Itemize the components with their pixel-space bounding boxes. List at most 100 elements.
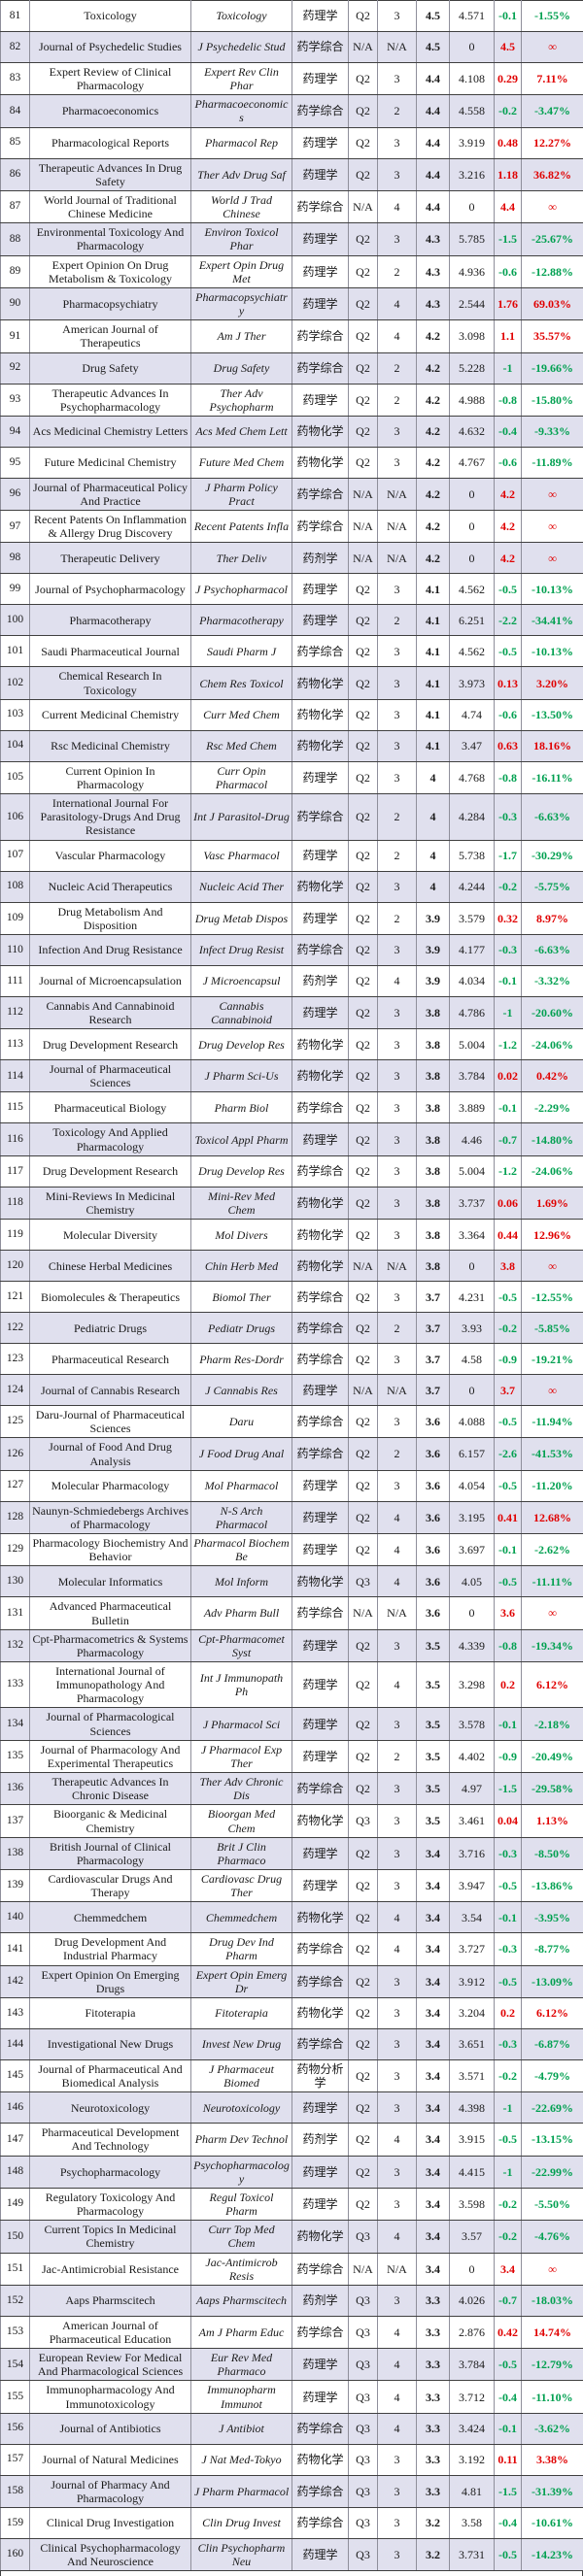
delta-pct-cell: -41.53% <box>522 1438 583 1470</box>
category-cell: 药学综合 <box>292 1282 349 1313</box>
journal-abbr-cell: Ther Adv Chronic Dis <box>191 1773 292 1805</box>
category-cell: 药物化学 <box>292 730 349 761</box>
category-cell: 药理学 <box>292 2156 349 2188</box>
journal-abbr-cell: Pharm Biol <box>191 1092 292 1123</box>
delta-cell: -0.6 <box>495 447 522 478</box>
journal-abbr-cell: Int J Parasitol-Drug <box>191 794 292 840</box>
score-cell: 3.5 <box>417 1773 450 1805</box>
delta-pct-cell: ∞ <box>522 511 583 543</box>
rank-cell: 147 <box>1 2124 30 2156</box>
category-cell: 药理学 <box>292 2349 349 2381</box>
quartile-cell: Q2 <box>349 574 378 605</box>
journal-name-cell: Immunopharmacology And Immunotoxicology <box>30 2381 191 2413</box>
delta-pct-cell: -6.87% <box>522 2028 583 2059</box>
journal-abbr-cell: Chemmedchem <box>191 1902 292 1933</box>
delta-pct-cell: -14.80% <box>522 1123 583 1155</box>
journal-abbr-cell: Am J Ther <box>191 320 292 352</box>
tier-cell: 2 <box>378 255 417 287</box>
delta-pct-cell: 7.11% <box>522 63 583 95</box>
quartile-cell: Q2 <box>349 1534 378 1566</box>
category-cell: 药学综合 <box>292 320 349 352</box>
quartile-cell: N/A <box>349 32 378 63</box>
quartile-cell: Q2 <box>349 416 378 447</box>
journal-abbr-cell: Am J Pharm Educ <box>191 2316 292 2348</box>
quartile-cell: Q2 <box>349 223 378 255</box>
tier-cell: 4 <box>378 190 417 222</box>
clipped-next-row <box>0 2571 583 2576</box>
delta-pct-cell: -13.86% <box>522 1870 583 1902</box>
delta-pct-cell: -13.09% <box>522 1965 583 1997</box>
score-cell: 3.8 <box>417 1123 450 1155</box>
delta-pct-cell: 1.13% <box>522 1805 583 1837</box>
tier-cell: N/A <box>378 511 417 543</box>
rank-cell: 89 <box>1 255 30 287</box>
delta-pct-cell: -3.32% <box>522 965 583 996</box>
delta-pct-cell: -24.06% <box>522 1155 583 1187</box>
score-cell: 4.2 <box>417 352 450 384</box>
journal-abbr-cell: Pharm Res-Dordr <box>191 1344 292 1375</box>
quartile-cell: Q2 <box>349 2092 378 2124</box>
delta-cell: -0.5 <box>495 1566 522 1597</box>
delta-cell: -2.2 <box>495 605 522 636</box>
prev-score-cell: 3.93 <box>450 1313 495 1344</box>
delta-cell: 3.4 <box>495 2253 522 2285</box>
delta-cell: 1.76 <box>495 287 522 319</box>
journal-abbr-cell: World J Trad Chinese <box>191 190 292 222</box>
tier-cell: 3 <box>378 1470 417 1501</box>
journal-name-cell: Pharmacology Biochemistry And Behavior <box>30 1534 191 1566</box>
rank-cell: 129 <box>1 1534 30 1566</box>
prev-score-cell: 3.54 <box>450 1902 495 1933</box>
journal-abbr-cell: Clin Drug Invest <box>191 2508 292 2539</box>
score-cell: 4.4 <box>417 63 450 95</box>
journal-name-cell: Mini-Reviews In Medicinal Chemistry <box>30 1187 191 1219</box>
score-cell: 4.1 <box>417 574 450 605</box>
rank-cell: 97 <box>1 511 30 543</box>
category-cell: 药物化学 <box>292 447 349 478</box>
delta-pct-cell: -5.50% <box>522 2188 583 2220</box>
quartile-cell: Q3 <box>349 2285 378 2316</box>
category-cell: 药理学 <box>292 1740 349 1772</box>
journal-name-cell: Pharmacopsychiatry <box>30 287 191 319</box>
delta-pct-cell: ∞ <box>522 2253 583 2285</box>
journal-name-cell: Journal of Pharmacology And Experimental… <box>30 1740 191 1772</box>
journal-name-cell: Investigational New Drugs <box>30 2028 191 2059</box>
quartile-cell: Q3 <box>349 2413 378 2444</box>
journal-abbr-cell: Saudi Pharm J <box>191 636 292 667</box>
quartile-cell: Q3 <box>349 2221 378 2253</box>
delta-pct-cell: -4.76% <box>522 2221 583 2253</box>
tier-cell: 3 <box>378 1406 417 1438</box>
score-cell: 3.4 <box>417 2028 450 2059</box>
quartile-cell: Q2 <box>349 1313 378 1344</box>
tier-cell: 3 <box>378 1870 417 1902</box>
journal-name-cell: Psychopharmacology <box>30 2156 191 2188</box>
delta-cell: -0.2 <box>495 871 522 902</box>
rank-cell: 146 <box>1 2092 30 2124</box>
tier-cell: 3 <box>378 1837 417 1869</box>
tier-cell: 4 <box>378 2124 417 2156</box>
score-cell: 3.8 <box>417 1155 450 1187</box>
score-cell: 3.4 <box>417 2092 450 2124</box>
delta-cell: 0.11 <box>495 2444 522 2475</box>
prev-score-cell: 3.651 <box>450 2028 495 2059</box>
journal-abbr-cell: J Psychopharmacol <box>191 574 292 605</box>
tier-cell: 3 <box>378 2188 417 2220</box>
journal-name-cell: Bioorganic & Medicinal Chemistry <box>30 1805 191 1837</box>
tier-cell: 2 <box>378 1313 417 1344</box>
delta-pct-cell: -8.77% <box>522 1933 583 1965</box>
category-cell: 药学综合 <box>292 478 349 510</box>
score-cell: 3.3 <box>417 2444 450 2475</box>
prev-score-cell: 3.571 <box>450 2059 495 2091</box>
score-cell: 3.5 <box>417 1661 450 1707</box>
rank-cell: 130 <box>1 1566 30 1597</box>
rank-cell: 101 <box>1 636 30 667</box>
category-cell: 药学综合 <box>292 352 349 384</box>
prev-score-cell: 3.947 <box>450 1870 495 1902</box>
quartile-cell: Q2 <box>349 287 378 319</box>
